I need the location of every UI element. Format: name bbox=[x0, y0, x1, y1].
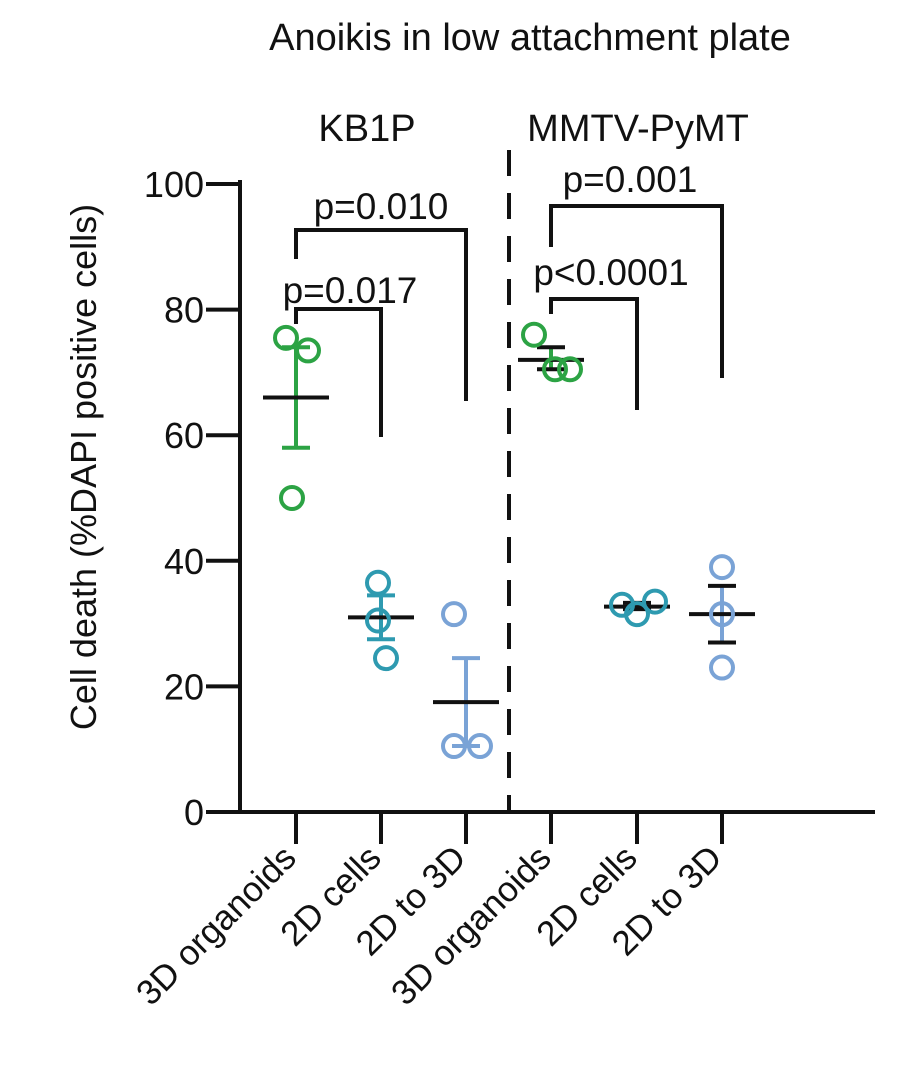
y-tick-label-100: 100 bbox=[144, 164, 204, 205]
data-point-2-1 bbox=[441, 733, 467, 760]
axes: 0 20 40 60 80 100 bbox=[144, 164, 875, 844]
data-point-1-2 bbox=[373, 645, 399, 672]
y-axis-title: Cell death (%DAPI positive cells) bbox=[63, 204, 104, 730]
y-tick-label-60: 60 bbox=[164, 415, 204, 456]
data-point-5-1 bbox=[709, 601, 735, 628]
data-point-1-0 bbox=[365, 569, 391, 596]
data-point-4-2 bbox=[642, 588, 668, 615]
p-value-label-1: p=0.010 bbox=[314, 186, 449, 227]
data-points bbox=[273, 321, 735, 760]
data-point-2-0 bbox=[441, 601, 467, 628]
data-point-3-1 bbox=[542, 356, 568, 383]
p-value-label-2: p<0.0001 bbox=[533, 252, 688, 293]
chart-title: Anoikis in low attachment plate bbox=[269, 17, 791, 59]
y-tick-label-40: 40 bbox=[164, 541, 204, 582]
y-tick-label-0: 0 bbox=[184, 792, 204, 833]
group-label-mmtv-pymt: MMTV-PyMT bbox=[527, 108, 749, 150]
p-value-label-3: p=0.001 bbox=[563, 159, 698, 200]
significance-annotations: p=0.017 p=0.010 p<0.0001 p=0.001 bbox=[283, 159, 724, 437]
significance-bracket-3 bbox=[549, 204, 724, 378]
significance-bracket-0 bbox=[294, 307, 383, 437]
y-tick-label-80: 80 bbox=[164, 290, 204, 331]
data-point-0-1 bbox=[295, 337, 321, 364]
significance-bracket-1 bbox=[294, 228, 468, 401]
data-point-3-0 bbox=[521, 321, 547, 348]
data-point-2-2 bbox=[467, 733, 493, 760]
data-point-3-2 bbox=[557, 356, 583, 383]
group-label-kb1p: KB1P bbox=[318, 108, 415, 150]
data-point-5-0 bbox=[709, 554, 735, 581]
data-point-5-2 bbox=[709, 654, 735, 681]
data-point-0-0 bbox=[273, 324, 299, 351]
y-tick-label-20: 20 bbox=[164, 666, 204, 707]
data-point-4-1 bbox=[624, 601, 650, 628]
significance-bracket-2 bbox=[549, 297, 639, 410]
p-value-label-0: p=0.017 bbox=[283, 270, 418, 311]
data-point-0-2 bbox=[279, 485, 305, 511]
data-point-1-1 bbox=[365, 607, 391, 634]
